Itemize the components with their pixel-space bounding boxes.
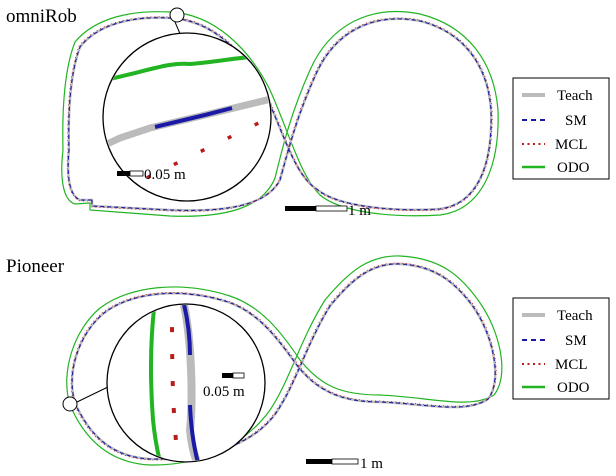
- panel-title-omnirob: omniRob: [6, 6, 77, 27]
- omnirob-inset-scale-label: 0.05 m: [144, 167, 186, 183]
- omnirob-trajectories: [61, 10, 499, 217]
- pioneer-legend-label-teach: Teach: [557, 308, 593, 324]
- pioneer-scalebar-dark: [306, 459, 332, 464]
- omnirob-inset-scalebar-light: [129, 170, 144, 177]
- omnirob-legend-label-mcl: MCL: [555, 137, 588, 153]
- pioneer-legend-label-sm: SM: [565, 333, 587, 349]
- pioneer-inset-scalebar-dark: [222, 373, 233, 378]
- omnirob-inset-odo: [109, 54, 261, 81]
- omnirob-inset-scalebar-dark: [117, 171, 130, 176]
- omnirob-inset: 0.05 m: [102, 32, 272, 202]
- pioneer-inset-scale-label: 0.05 m: [203, 384, 245, 400]
- omnirob-inset-sm: [154, 106, 233, 129]
- omnirob-scalebar-light: [315, 205, 348, 212]
- pioneer-series-sm: [71, 263, 496, 460]
- panel-title-pioneer: Pioneer: [6, 256, 65, 277]
- pioneer-scalebar: 1 m: [306, 456, 383, 472]
- omnirob-scalebar-dark: [285, 206, 316, 211]
- omnirob-legend-label-odo: ODO: [557, 160, 590, 176]
- omnirob-zoom-marker: [169, 7, 185, 23]
- pioneer-legend-label-odo: ODO: [557, 380, 590, 396]
- pioneer-legend: Teach SM MCL ODO: [512, 297, 610, 400]
- pioneer-legend-label-mcl: MCL: [555, 357, 588, 373]
- pioneer-scalebar-label: 1 m: [360, 456, 383, 472]
- pioneer-inset-odo: [148, 305, 164, 461]
- pioneer-inset-circle: [106, 303, 266, 463]
- omnirob-series-mcl: [66, 16, 493, 212]
- pioneer-inset-sm-lower: [188, 404, 202, 461]
- omnirob-scalebar-label: 1 m: [348, 203, 371, 219]
- pioneer-trajectories: [66, 255, 503, 466]
- omnirob-legend-label-teach: Teach: [557, 88, 593, 104]
- pioneer-inset-mcl: [170, 305, 180, 461]
- omnirob-series-odo: [61, 10, 499, 217]
- omnirob-scalebar: 1 m: [285, 203, 371, 219]
- pioneer-inset-scalebar-light: [232, 372, 245, 379]
- pioneer-series-odo: [66, 255, 503, 466]
- pioneer-inset: 0.05 m: [106, 303, 266, 463]
- pioneer-zoom-connector: [76, 384, 113, 403]
- pioneer-zoom-marker: [62, 396, 78, 412]
- omnirob-legend-label-sm: SM: [565, 113, 587, 129]
- omnirob-series-sm: [67, 17, 492, 211]
- pioneer-scalebar-light: [331, 458, 359, 465]
- pioneer-series-mcl: [70, 262, 497, 461]
- omnirob-legend: Teach SM MCL ODO: [512, 77, 610, 180]
